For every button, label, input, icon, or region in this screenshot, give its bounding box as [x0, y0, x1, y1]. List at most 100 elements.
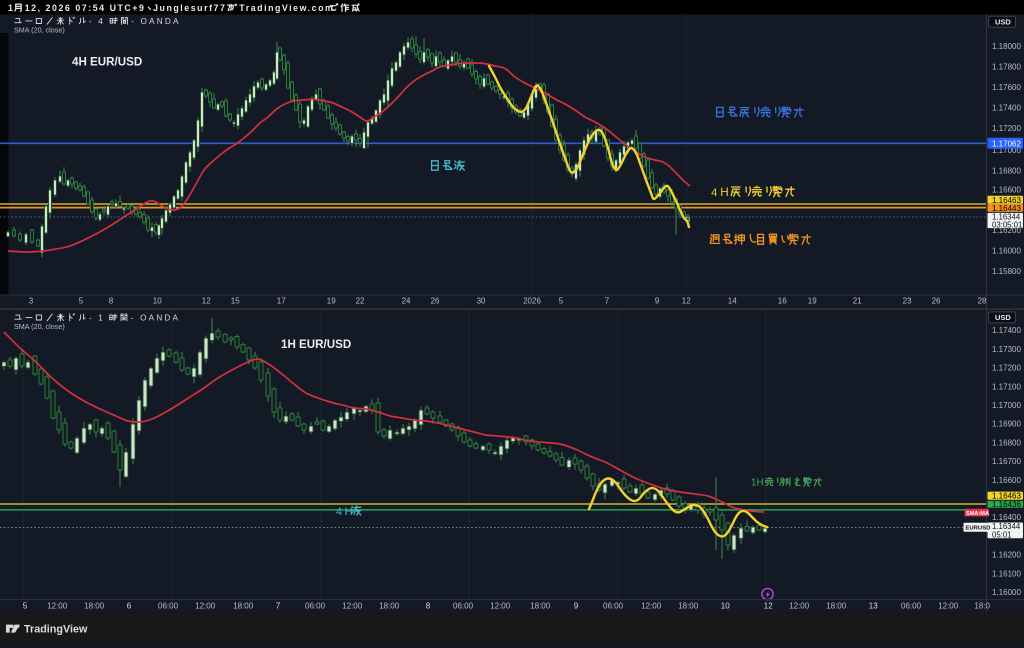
svg-text:7: 7 — [276, 602, 281, 611]
svg-text:8: 8 — [109, 296, 114, 305]
svg-text:18:00: 18:00 — [84, 602, 105, 611]
svg-text:6: 6 — [127, 602, 132, 611]
svg-text:SMA (20, close): SMA (20, close) — [14, 322, 65, 331]
svg-text:18:00: 18:00 — [826, 602, 847, 611]
svg-text:1.17200: 1.17200 — [992, 364, 1021, 373]
svg-text:10: 10 — [721, 602, 730, 611]
svg-text:4H EUR/USD: 4H EUR/USD — [72, 56, 142, 69]
svg-text:1.18000: 1.18000 — [992, 42, 1021, 51]
svg-text:12, 2026 07:54 UTC+9: 12, 2026 07:54 UTC+9 — [25, 3, 146, 13]
svg-text:5: 5 — [79, 296, 84, 305]
svg-text:1.16200: 1.16200 — [992, 226, 1021, 235]
svg-text:18:00: 18:00 — [379, 602, 400, 611]
svg-text:- 4: - 4 — [89, 17, 105, 26]
svg-text:1.16800: 1.16800 — [992, 438, 1021, 447]
svg-text:2026: 2026 — [523, 296, 541, 305]
svg-text:5: 5 — [23, 602, 28, 611]
svg-text:28: 28 — [978, 296, 987, 305]
svg-text:1.16600: 1.16600 — [992, 185, 1021, 194]
svg-text:Junglesurf777: Junglesurf777 — [153, 3, 233, 13]
svg-text:26: 26 — [932, 296, 941, 305]
svg-text:1.17800: 1.17800 — [992, 63, 1021, 72]
svg-text:21: 21 — [853, 296, 862, 305]
svg-text:16: 16 — [778, 296, 787, 305]
svg-text:18:00: 18:00 — [678, 602, 699, 611]
svg-text:1.16100: 1.16100 — [992, 569, 1021, 578]
svg-text:1.16463: 1.16463 — [992, 492, 1021, 501]
svg-text:12:00: 12:00 — [789, 602, 810, 611]
svg-text:12:00: 12:00 — [195, 602, 216, 611]
svg-text:EURUSD: EURUSD — [966, 526, 991, 532]
svg-text:06:00: 06:00 — [603, 602, 624, 611]
svg-text:1.16344: 1.16344 — [992, 212, 1021, 221]
svg-text:1.16344: 1.16344 — [992, 522, 1021, 531]
svg-text:USD: USD — [995, 313, 1011, 322]
svg-text:1.16900: 1.16900 — [992, 420, 1021, 429]
svg-text:12: 12 — [764, 602, 773, 611]
svg-text:19: 19 — [327, 296, 336, 305]
svg-text:8: 8 — [426, 602, 431, 611]
svg-text:- OANDA: - OANDA — [131, 17, 181, 26]
svg-text:7: 7 — [605, 296, 610, 305]
svg-text:1.16000: 1.16000 — [992, 588, 1021, 597]
svg-text:1.17600: 1.17600 — [992, 83, 1021, 92]
svg-text:12:00: 12:00 — [47, 602, 68, 611]
svg-text:03:05:01: 03:05:01 — [992, 221, 1022, 230]
svg-text:3: 3 — [29, 296, 34, 305]
svg-text:1.16443: 1.16443 — [992, 204, 1021, 213]
svg-text:TradingView: TradingView — [24, 624, 88, 636]
svg-text:17: 17 — [277, 296, 286, 305]
svg-text:9: 9 — [574, 602, 579, 611]
svg-text:18:00: 18:00 — [233, 602, 254, 611]
svg-text:19: 19 — [808, 296, 817, 305]
svg-text:06:00: 06:00 — [305, 602, 326, 611]
svg-text:06:00: 06:00 — [901, 602, 922, 611]
svg-text:1.17400: 1.17400 — [992, 104, 1021, 113]
svg-text:18:0: 18:0 — [974, 602, 990, 611]
svg-text:1.16436: 1.16436 — [992, 500, 1021, 509]
svg-text:1.16400: 1.16400 — [992, 513, 1021, 522]
svg-text:23: 23 — [903, 296, 912, 305]
svg-text:1.16200: 1.16200 — [992, 551, 1021, 560]
svg-text:30: 30 — [477, 296, 486, 305]
svg-text:1H EUR/USD: 1H EUR/USD — [281, 338, 351, 351]
svg-text:SMA (20, close): SMA (20, close) — [14, 26, 65, 35]
svg-text:06:00: 06:00 — [158, 602, 179, 611]
svg-text:1.17062: 1.17062 — [992, 139, 1021, 148]
svg-text:4: 4 — [336, 506, 342, 518]
svg-text:1: 1 — [8, 3, 14, 13]
svg-text:12:00: 12:00 — [641, 602, 662, 611]
svg-text:1H: 1H — [751, 478, 764, 489]
svg-text:14: 14 — [728, 296, 737, 305]
svg-text:1.16800: 1.16800 — [992, 167, 1021, 176]
svg-text:12:00: 12:00 — [938, 602, 959, 611]
svg-text:1.16600: 1.16600 — [992, 476, 1021, 485]
svg-text:1.17000: 1.17000 — [992, 146, 1021, 155]
svg-text:4: 4 — [711, 187, 717, 199]
svg-text:06:00: 06:00 — [453, 602, 474, 611]
svg-text:12: 12 — [202, 296, 211, 305]
svg-text:22: 22 — [356, 296, 365, 305]
svg-text:26: 26 — [431, 296, 440, 305]
svg-text:1.16700: 1.16700 — [992, 457, 1021, 466]
svg-text:1.15800: 1.15800 — [992, 267, 1021, 276]
svg-text:18:00: 18:00 — [530, 602, 551, 611]
svg-text:1.17400: 1.17400 — [992, 326, 1021, 335]
svg-text:- OANDA: - OANDA — [131, 314, 181, 323]
svg-text:1.17300: 1.17300 — [992, 345, 1021, 354]
svg-text:12:00: 12:00 — [490, 602, 511, 611]
svg-text:1.17100: 1.17100 — [992, 382, 1021, 391]
svg-text:1.16463: 1.16463 — [992, 196, 1021, 205]
svg-text:1.17000: 1.17000 — [992, 401, 1021, 410]
svg-text:10: 10 — [153, 296, 162, 305]
svg-text:- 1: - 1 — [89, 314, 105, 323]
svg-text:1.16000: 1.16000 — [992, 247, 1021, 256]
svg-text:13: 13 — [869, 602, 878, 611]
svg-text:12:00: 12:00 — [342, 602, 363, 611]
svg-text:USD: USD — [995, 18, 1011, 27]
svg-text:9: 9 — [655, 296, 660, 305]
svg-text:H: H — [720, 185, 729, 199]
svg-text:15: 15 — [231, 296, 240, 305]
svg-text:1.17200: 1.17200 — [992, 124, 1021, 133]
svg-text:05:01: 05:01 — [992, 530, 1012, 539]
